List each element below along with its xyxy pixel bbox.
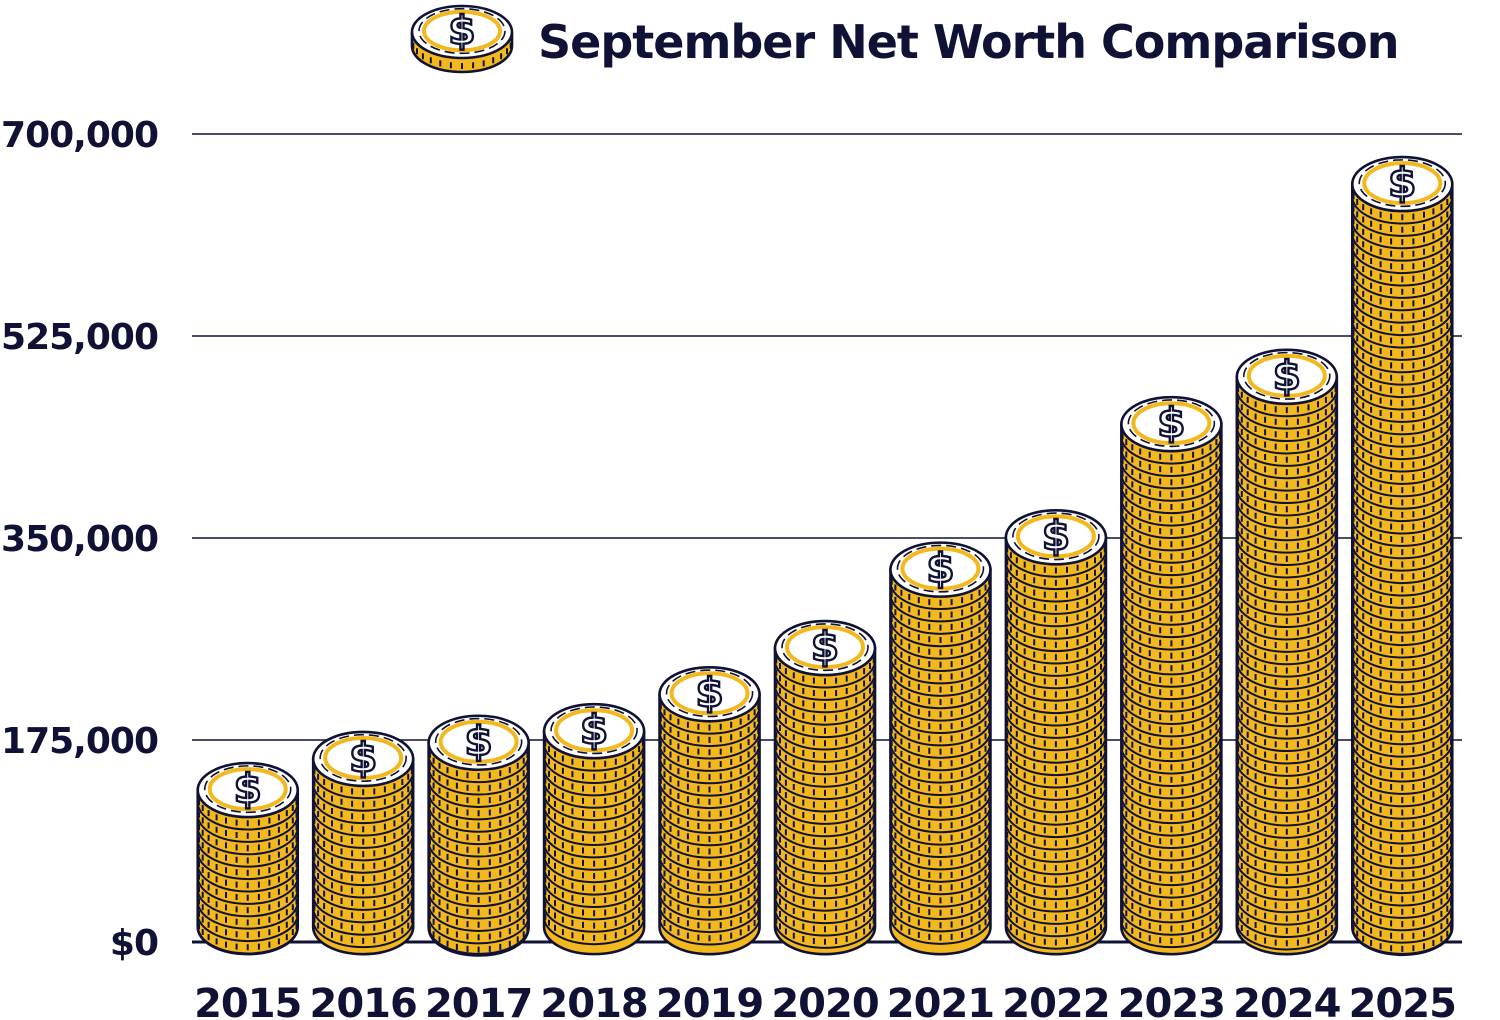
- x-tick-label: 2022: [1002, 981, 1109, 1020]
- svg-text:$: $: [811, 623, 839, 671]
- svg-text:$: $: [1388, 159, 1416, 207]
- svg-text:$: $: [1273, 351, 1301, 399]
- y-tick-label: $525,000: [0, 317, 158, 358]
- coin-stack-2022: $: [1004, 508, 1108, 956]
- svg-text:$: $: [349, 733, 377, 781]
- svg-text:$: $: [926, 544, 954, 592]
- x-tick-label: 2015: [194, 981, 301, 1020]
- svg-text:$: $: [465, 717, 493, 765]
- x-tick-label: 2019: [656, 981, 763, 1020]
- x-tick-label: 2025: [1349, 981, 1456, 1020]
- y-tick-label: $0: [110, 923, 158, 964]
- coin-stack-2025: $: [1350, 155, 1454, 957]
- y-tick-label: $175,000: [0, 721, 158, 762]
- dollar-coin-icon: $: [410, 4, 514, 74]
- x-tick-label: 2017: [425, 981, 532, 1020]
- svg-text:$: $: [234, 765, 262, 813]
- x-tick-label: 2018: [540, 981, 647, 1020]
- y-axis-tick-labels: $0 $175,000 $350,000 $525,000 $700,000: [0, 115, 159, 964]
- y-tick-label: $700,000: [0, 115, 158, 156]
- x-axis-category-labels: 2015 2016 2017 2018 2019 2020 2021 2022 2023 2024…: [194, 981, 1457, 1020]
- coin-stack-2018: $: [542, 702, 646, 956]
- coin-stack-2017: $: [427, 714, 530, 957]
- coin-stack-bars: $ $ $ $ $ $ $ $ $ $ $: [196, 155, 1454, 957]
- coin-stack-2015: $: [196, 761, 300, 956]
- x-tick-label: 2024: [1233, 981, 1340, 1020]
- coin-stack-2021: $: [889, 541, 992, 956]
- x-tick-label: 2020: [771, 981, 878, 1020]
- coin-stack-2024: $: [1235, 348, 1339, 956]
- svg-text:$: $: [1157, 399, 1185, 447]
- svg-text:$: $: [448, 9, 475, 54]
- coin-stack-2023: $: [1120, 395, 1223, 956]
- chart-title-group: $ September Net Worth Comparison: [410, 4, 1400, 74]
- coin-stack-2020: $: [773, 619, 877, 956]
- coin-stack-2019: $: [658, 665, 761, 956]
- svg-text:$: $: [580, 706, 608, 754]
- y-tick-label: $350,000: [0, 519, 158, 560]
- x-tick-label: 2016: [310, 981, 417, 1020]
- chart-title: September Net Worth Comparison: [538, 15, 1399, 69]
- x-tick-label: 2021: [887, 981, 994, 1020]
- svg-text:$: $: [1042, 512, 1070, 560]
- svg-text:$: $: [695, 669, 723, 717]
- x-tick-label: 2023: [1118, 981, 1225, 1020]
- coin-stack-2016: $: [311, 730, 415, 956]
